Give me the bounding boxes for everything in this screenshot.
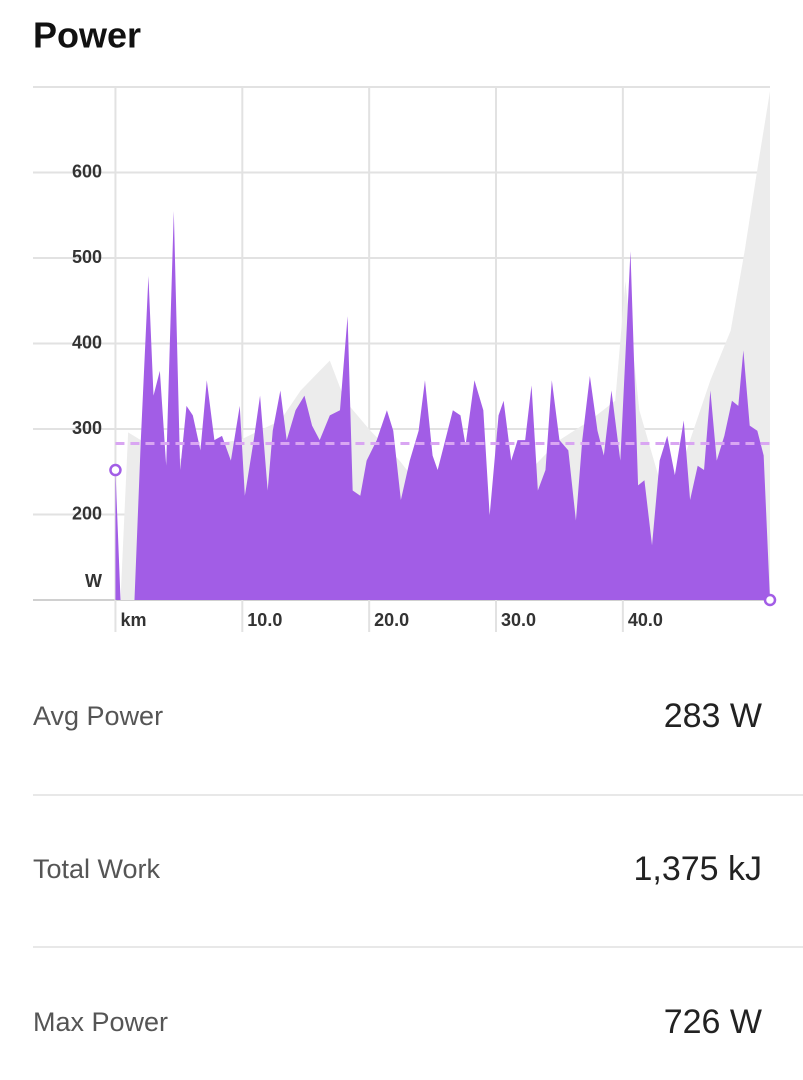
stat-label: Total Work bbox=[33, 854, 161, 884]
y-tick-label: 300 bbox=[72, 418, 102, 438]
area bbox=[115, 210, 771, 600]
y-tick-label: 200 bbox=[72, 503, 102, 523]
x-tick-label: 20.0 bbox=[374, 610, 409, 630]
stat-label: Max Power bbox=[33, 1007, 168, 1037]
stat-label: Avg Power bbox=[33, 701, 163, 731]
chart-title: Power bbox=[33, 15, 141, 56]
y-tick-label: W bbox=[85, 571, 102, 591]
x-tick-label: 30.0 bbox=[501, 610, 536, 630]
y-tick-label: 600 bbox=[72, 161, 102, 181]
endpoint-marker bbox=[109, 463, 122, 477]
stat-value: 1,375 kJ bbox=[633, 850, 762, 888]
overlay: W 200 300 400 500 600 km 10.0 20.0 30.0 40.0 bbox=[72, 161, 777, 630]
endpoint-marker bbox=[763, 593, 777, 607]
stat-value: 726 W bbox=[664, 1003, 762, 1041]
y-tick-label: 500 bbox=[72, 247, 102, 267]
stat-value: 283 W bbox=[664, 697, 762, 735]
x-tick-label: km bbox=[120, 610, 146, 630]
plot bbox=[115, 91, 771, 601]
y-tick-label: 400 bbox=[72, 332, 102, 352]
x-tick-label: 10.0 bbox=[247, 610, 282, 630]
x-tick-label: 40.0 bbox=[628, 610, 663, 630]
